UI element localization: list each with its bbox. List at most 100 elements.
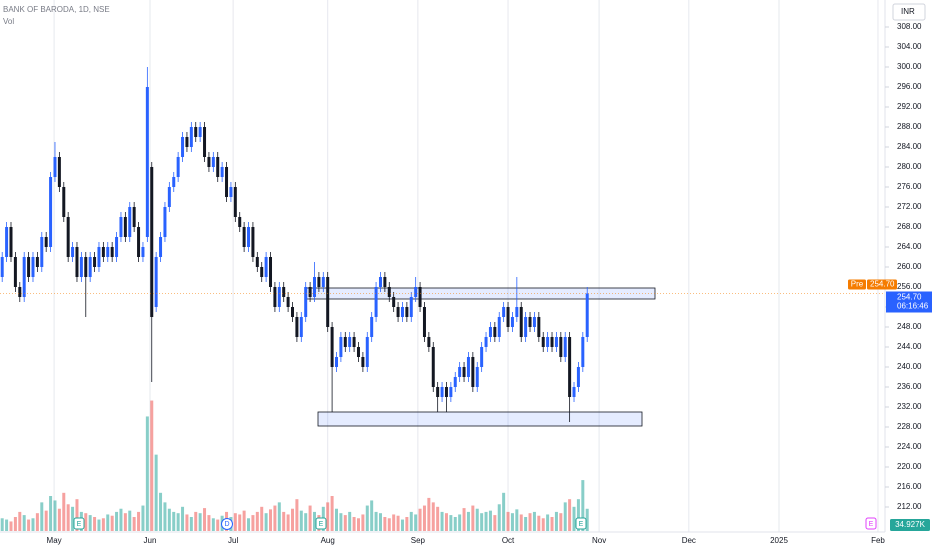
candle-body xyxy=(159,237,163,257)
candle-body xyxy=(123,217,127,237)
candle-body xyxy=(532,317,536,327)
volume-bar xyxy=(414,514,418,531)
volume-bar xyxy=(532,511,536,531)
candle-body xyxy=(361,357,365,367)
event-icon[interactable] xyxy=(73,517,85,530)
volume-bar xyxy=(255,511,259,531)
y-tick-label: 292.00 xyxy=(897,102,922,111)
candle-body xyxy=(132,207,136,227)
candle-body xyxy=(409,297,413,317)
volume-bar xyxy=(528,513,532,531)
y-tick-label: 216.00 xyxy=(897,482,922,491)
candle-body xyxy=(110,247,114,257)
volume-bar xyxy=(378,513,382,531)
candle-body xyxy=(326,277,330,327)
candle-body xyxy=(431,347,435,387)
event-icon[interactable] xyxy=(575,517,587,530)
candle-body xyxy=(581,337,585,367)
candle-body xyxy=(436,387,440,397)
currency-button[interactable] xyxy=(892,3,926,21)
y-tick-label: 260.00 xyxy=(897,262,922,271)
x-tick-label: Sep xyxy=(411,536,426,545)
volume-bar xyxy=(110,515,114,531)
candle-body xyxy=(392,297,396,307)
volume-bar xyxy=(159,492,163,531)
volume-bar xyxy=(466,511,470,531)
volume-bar xyxy=(181,506,185,531)
candle-body xyxy=(400,307,404,317)
price-axis xyxy=(885,0,932,550)
y-tick-label: 248.00 xyxy=(897,322,922,331)
candle-body xyxy=(277,287,281,307)
volume-bar xyxy=(207,515,211,531)
volume-bar xyxy=(106,514,110,531)
event-label: E xyxy=(579,521,584,528)
candle-body xyxy=(352,337,356,347)
candle-body xyxy=(79,257,83,277)
candle-body xyxy=(49,177,53,247)
volume-bar xyxy=(97,519,101,531)
candle-body xyxy=(497,317,501,337)
volume-bar xyxy=(383,517,387,531)
volume-bar xyxy=(189,517,193,531)
countdown: 06:16:46 xyxy=(897,302,929,311)
candle-body xyxy=(515,307,519,317)
candle-body xyxy=(418,287,422,307)
volume-bar xyxy=(40,502,44,531)
last-price-box xyxy=(886,291,932,313)
volume-bar xyxy=(361,514,365,531)
volume-bar xyxy=(572,506,576,531)
event-icon[interactable] xyxy=(865,517,877,530)
volume-bar xyxy=(554,511,558,531)
volume-bar xyxy=(400,519,404,531)
volume-bar xyxy=(339,513,343,531)
candle-body xyxy=(273,287,277,307)
candle-body xyxy=(568,337,572,397)
candle-body xyxy=(471,357,475,387)
candle-body xyxy=(53,157,57,177)
candle-body xyxy=(524,317,528,337)
candle-body xyxy=(286,297,290,307)
candle-body xyxy=(585,293,589,337)
volume-bar xyxy=(356,518,360,531)
volume-bar xyxy=(22,515,26,531)
candle-body xyxy=(172,177,176,187)
volume-bar xyxy=(62,492,66,531)
volume-bar xyxy=(291,508,295,531)
volume-bar xyxy=(436,506,440,531)
volume-bar xyxy=(115,511,119,531)
candle-body xyxy=(145,87,149,237)
x-tick-label: Jun xyxy=(144,536,157,545)
volume-bar xyxy=(502,492,506,531)
x-tick-label: Dec xyxy=(682,536,696,545)
candle-body xyxy=(101,247,105,257)
candle-body xyxy=(378,277,382,287)
event-icon[interactable] xyxy=(315,517,327,530)
volume-bar xyxy=(304,513,308,531)
grid xyxy=(53,0,879,532)
candle-body xyxy=(18,287,22,297)
candle-body xyxy=(57,157,61,187)
volume-bar xyxy=(277,502,281,531)
candle-body xyxy=(317,277,321,287)
event-icon[interactable] xyxy=(221,518,233,530)
candle-body xyxy=(502,307,506,317)
volume-bar xyxy=(480,513,484,531)
candle-body xyxy=(387,287,391,297)
y-tick-label: 268.00 xyxy=(897,222,922,231)
candle-body xyxy=(233,187,237,217)
volume-bar xyxy=(541,518,545,531)
candle-body xyxy=(365,337,369,367)
candle-body xyxy=(480,347,484,367)
volume-bar xyxy=(44,510,48,531)
candle-body xyxy=(189,127,193,147)
candle-body xyxy=(330,327,334,367)
y-tick-label: 240.00 xyxy=(897,362,922,371)
volume-bar xyxy=(387,518,391,531)
candle-body xyxy=(216,157,220,177)
volume-bar xyxy=(348,511,352,531)
volume-bar xyxy=(211,518,215,531)
candle-body xyxy=(308,287,312,297)
x-tick-label: Jul xyxy=(228,536,238,545)
candle-body xyxy=(348,337,352,347)
